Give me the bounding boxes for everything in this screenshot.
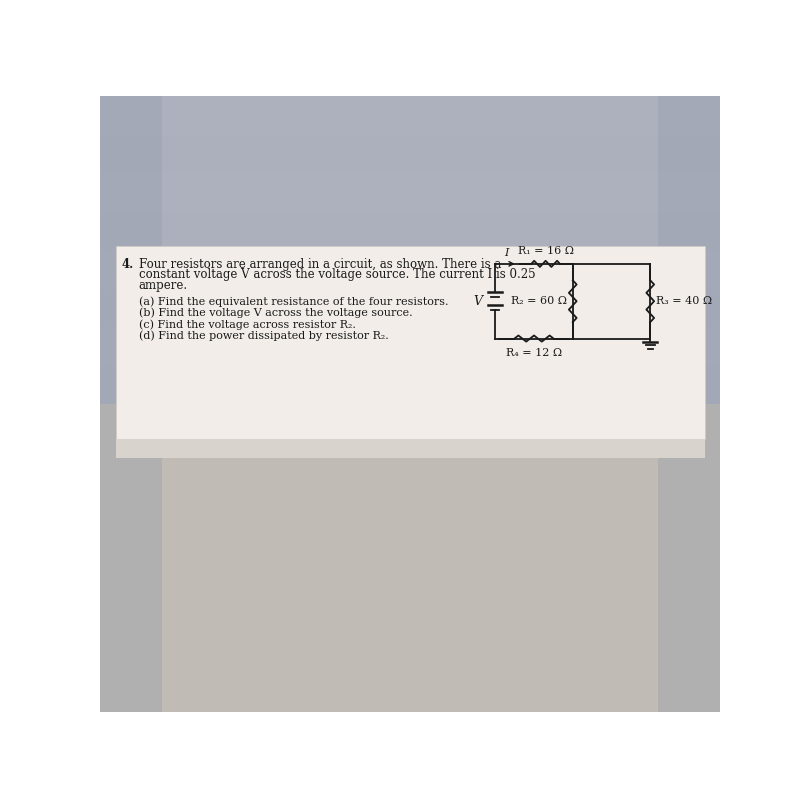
Bar	[100, 250, 720, 289]
Bar	[100, 134, 720, 173]
Bar	[115, 246, 705, 438]
Bar	[658, 96, 720, 712]
Bar	[100, 327, 720, 366]
Bar	[100, 96, 720, 134]
Text: (a) Find the equivalent resistance of the four resistors.: (a) Find the equivalent resistance of th…	[138, 296, 448, 306]
Bar	[100, 366, 720, 404]
Text: ampere.: ampere.	[138, 279, 188, 292]
Text: (d) Find the power dissipated by resistor R₂.: (d) Find the power dissipated by resisto…	[138, 331, 389, 342]
Text: Four resistors are arranged in a circuit, as shown. There is a: Four resistors are arranged in a circuit…	[138, 258, 501, 270]
Bar	[100, 96, 720, 404]
Text: R₃ = 40 Ω: R₃ = 40 Ω	[657, 296, 713, 306]
Text: R₁ = 16 Ω: R₁ = 16 Ω	[518, 246, 574, 256]
Text: V: V	[474, 294, 483, 308]
Bar	[100, 289, 720, 327]
Bar	[115, 438, 705, 458]
Text: R₂ = 60 Ω: R₂ = 60 Ω	[510, 296, 566, 306]
Text: R₄ = 12 Ω: R₄ = 12 Ω	[506, 348, 562, 358]
Text: constant voltage V across the voltage source. The current I is 0.25: constant voltage V across the voltage so…	[138, 269, 535, 282]
Text: (b) Find the voltage V across the voltage source.: (b) Find the voltage V across the voltag…	[138, 308, 412, 318]
Bar	[100, 211, 720, 250]
Text: (c) Find the voltage across resistor R₂.: (c) Find the voltage across resistor R₂.	[138, 319, 356, 330]
Bar	[100, 404, 720, 712]
Bar	[100, 96, 162, 712]
Bar	[100, 173, 720, 211]
Text: I: I	[504, 248, 508, 258]
Text: 4.: 4.	[122, 258, 134, 270]
